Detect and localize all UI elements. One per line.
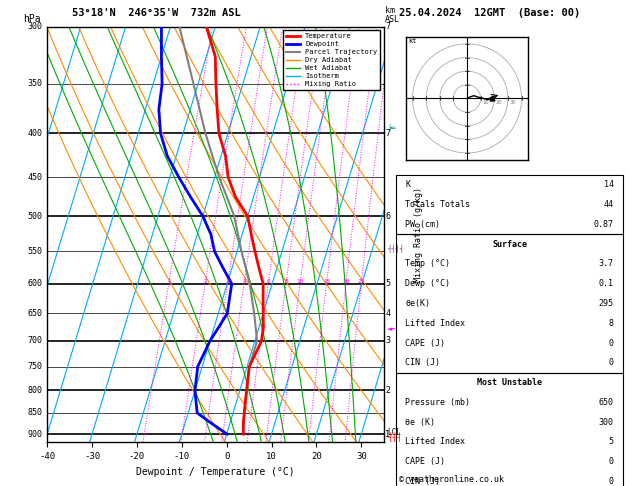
Text: 0.1: 0.1 [599,279,614,288]
Text: 3: 3 [226,279,230,284]
Text: 0: 0 [609,477,614,486]
Text: 350: 350 [27,79,42,88]
Text: 25.04.2024  12GMT  (Base: 00): 25.04.2024 12GMT (Base: 00) [399,8,581,18]
Text: PW (cm): PW (cm) [405,220,440,229]
Text: 750: 750 [27,362,42,371]
Text: 900: 900 [27,430,42,438]
Text: 20: 20 [496,100,502,105]
Text: 295: 295 [599,299,614,308]
Text: Mixing Ratio (g/kg): Mixing Ratio (g/kg) [414,187,423,282]
Text: CIN (J): CIN (J) [405,358,440,367]
Text: 650: 650 [27,309,42,318]
X-axis label: Dewpoint / Temperature (°C): Dewpoint / Temperature (°C) [136,467,295,477]
Text: 0.87: 0.87 [594,220,614,229]
Text: 700: 700 [27,336,42,346]
Text: 0: 0 [609,339,614,347]
Text: 2: 2 [386,386,391,395]
Text: 7: 7 [386,129,391,138]
Text: km
ASL: km ASL [385,6,400,24]
Text: Temp (°C): Temp (°C) [405,260,450,268]
Text: © weatheronline.co.uk: © weatheronline.co.uk [399,474,504,484]
Text: ┤┤┤: ┤┤┤ [387,433,402,442]
Text: 3: 3 [386,336,391,346]
Text: 0: 0 [609,358,614,367]
Text: 800: 800 [27,386,42,395]
Text: 450: 450 [27,173,42,182]
Text: 44: 44 [604,200,614,209]
Text: 8: 8 [609,319,614,328]
Text: 300: 300 [599,417,614,427]
Text: CAPE (J): CAPE (J) [405,457,445,466]
Text: Surface: Surface [492,240,527,249]
Text: ◄─: ◄─ [387,326,396,332]
Text: 25: 25 [358,279,365,284]
Text: 8: 8 [284,279,288,284]
Text: Pressure (mb): Pressure (mb) [405,398,470,407]
Text: 6: 6 [266,279,270,284]
Text: CAPE (J): CAPE (J) [405,339,445,347]
Text: 53°18'N  246°35'W  732m ASL: 53°18'N 246°35'W 732m ASL [72,8,241,18]
Text: 10: 10 [482,100,489,105]
Text: 6: 6 [386,211,391,221]
Text: ╞═: ╞═ [387,124,396,132]
Text: 1: 1 [167,279,170,284]
Legend: Temperature, Dewpoint, Parcel Trajectory, Dry Adiabat, Wet Adiabat, Isotherm, Mi: Temperature, Dewpoint, Parcel Trajectory… [283,30,380,90]
Text: 650: 650 [599,398,614,407]
Text: 0: 0 [609,457,614,466]
Text: ┤┤┤┤: ┤┤┤┤ [387,245,404,253]
Text: 20: 20 [342,279,350,284]
Text: 5: 5 [609,437,614,447]
Text: 15: 15 [323,279,330,284]
Text: 850: 850 [27,408,42,417]
Text: 500: 500 [27,211,42,221]
Bar [396,234,623,373]
Text: 10: 10 [296,279,304,284]
Text: Most Unstable: Most Unstable [477,378,542,387]
Text: LCL: LCL [387,428,401,436]
Text: 5: 5 [386,279,391,288]
Text: Dewp (°C): Dewp (°C) [405,279,450,288]
Text: 300: 300 [27,22,42,31]
Text: hPa: hPa [23,14,41,24]
Text: 30: 30 [509,100,516,105]
Text: 3.7: 3.7 [599,260,614,268]
Text: 4: 4 [386,309,391,318]
Bar [396,373,623,486]
Text: θe (K): θe (K) [405,417,435,427]
Text: Lifted Index: Lifted Index [405,319,465,328]
Text: kt: kt [408,37,417,44]
Text: 550: 550 [27,247,42,256]
Text: 400: 400 [27,129,42,138]
Text: Totals Totals: Totals Totals [405,200,470,209]
Text: 4: 4 [242,279,246,284]
Text: Lifted Index: Lifted Index [405,437,465,447]
Text: 2: 2 [203,279,207,284]
Text: K: K [405,180,410,190]
Text: 14: 14 [604,180,614,190]
Text: 7: 7 [386,22,391,31]
Text: 600: 600 [27,279,42,288]
Bar [396,175,623,234]
Text: 1: 1 [386,430,391,438]
Text: CIN (J): CIN (J) [405,477,440,486]
Text: θe(K): θe(K) [405,299,430,308]
